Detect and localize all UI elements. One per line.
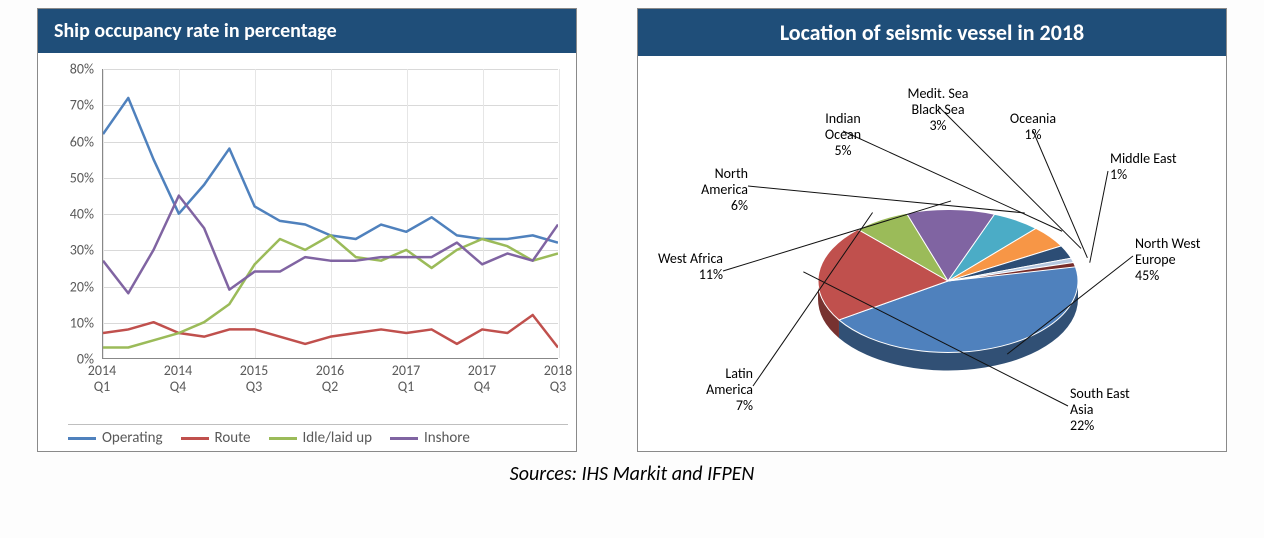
legend-item: Route xyxy=(181,429,251,447)
ytick-label: 70% xyxy=(70,97,94,114)
pie-label: West Africa 11% xyxy=(603,251,723,283)
legend-label: Operating xyxy=(102,429,163,447)
legend-swatch xyxy=(68,437,96,440)
line-chart-panel: Ship occupancy rate in percentage 0%10%2… xyxy=(37,8,577,452)
legend-item: Operating xyxy=(68,429,163,447)
pie-leader xyxy=(1090,171,1108,263)
xtick-label: 2016 Q2 xyxy=(316,363,344,395)
xtick-label: 2017 Q4 xyxy=(468,363,496,395)
legend-label: Idle/laid up xyxy=(303,429,372,447)
series-route xyxy=(103,315,558,348)
pie-chart-title: Location of seismic vessel in 2018 xyxy=(638,9,1226,56)
xtick-label: 2018 Q3 xyxy=(544,363,572,395)
pie-svg-wrap: North West Europe 45% South East Asia 22%… xyxy=(638,56,1226,450)
series-inshore xyxy=(103,196,558,294)
pie-label: Middle East 1% xyxy=(1110,151,1177,183)
xtick-label: 2014 Q1 xyxy=(88,363,116,395)
legend-label: Inshore xyxy=(424,429,470,447)
legend-item: Inshore xyxy=(390,429,470,447)
gridline-v xyxy=(559,69,560,358)
ytick-label: 60% xyxy=(70,133,94,150)
line-xticks: 2014 Q12014 Q42015 Q32016 Q22017 Q12017 … xyxy=(102,361,558,405)
legend-swatch xyxy=(181,437,209,440)
legend-item: Idle/laid up xyxy=(269,429,372,447)
xtick-label: 2014 Q4 xyxy=(164,363,192,395)
line-chart-body: 0%10%20%30%40%50%60%70%80% 2014 Q12014 Q… xyxy=(38,53,576,451)
line-chart-title: Ship occupancy rate in percentage xyxy=(38,9,576,53)
ytick-label: 20% xyxy=(70,278,94,295)
xtick-label: 2015 Q3 xyxy=(240,363,268,395)
pie-label: North America 6% xyxy=(628,166,748,214)
ytick-label: 30% xyxy=(70,242,94,259)
pie-chart-body: North West Europe 45% South East Asia 22%… xyxy=(638,56,1226,450)
pie-label: North West Europe 45% xyxy=(1135,236,1200,284)
line-plot-area xyxy=(102,69,558,359)
ytick-label: 50% xyxy=(70,169,94,186)
line-legend: Operating Route Idle/laid up Inshore xyxy=(68,424,568,447)
line-yticks: 0%10%20%30%40%50%60%70%80% xyxy=(38,69,98,359)
legend-swatch xyxy=(390,437,418,440)
ytick-label: 80% xyxy=(70,61,94,78)
pie-label: South East Asia 22% xyxy=(1070,386,1130,434)
legend-label: Route xyxy=(215,429,251,447)
ytick-label: 10% xyxy=(70,314,94,331)
ytick-label: 40% xyxy=(70,206,94,223)
pie-leader xyxy=(748,186,1025,213)
line-series-svg xyxy=(103,69,558,358)
pie-chart-panel: Location of seismic vessel in 2018 North… xyxy=(637,8,1227,452)
legend-swatch xyxy=(269,437,297,440)
pie-label: Oceania 1% xyxy=(973,111,1093,143)
source-line: Sources: IHS Markit and IFPEN xyxy=(8,462,1256,486)
series-operating xyxy=(103,98,558,243)
charts-row: Ship occupancy rate in percentage 0%10%2… xyxy=(8,8,1256,452)
pie-label: Latin America 7% xyxy=(633,366,753,414)
xtick-label: 2017 Q1 xyxy=(392,363,420,395)
